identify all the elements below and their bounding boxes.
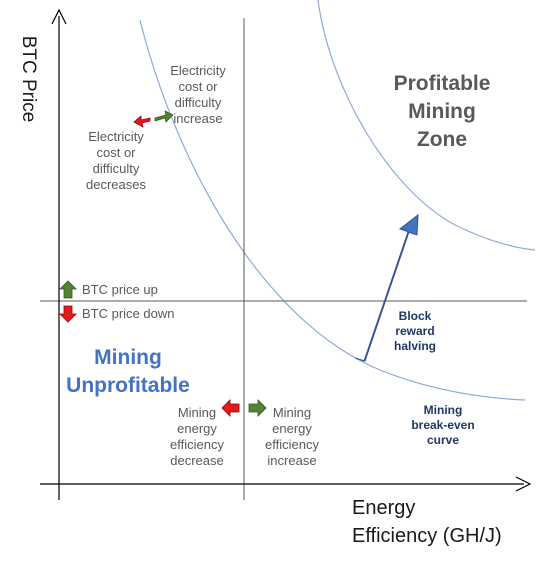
electricity-increase-arrow-icon [154,110,174,123]
break-even-curve-label: Mining break-even curve [411,403,475,447]
energy-decrease-arrow-icon [221,399,240,417]
energy-efficiency-increase-label: Mining energy efficiency increase [265,405,319,468]
btc-price-up-label: BTC price up [82,282,158,297]
electricity-decrease-label: Electricity cost or difficulty decreases [86,129,146,192]
x-axis-label-line2: Efficiency (GH/J) [352,525,502,547]
y-axis [51,8,67,500]
block-reward-arrow [354,213,419,362]
energy-efficiency-decrease-label: Mining energy efficiency decrease [170,405,224,468]
break-even-curve-lower [139,19,526,401]
profitable-zone-label: Profitable Mining Zone [393,72,491,151]
btc-price-down-label: BTC price down [82,306,175,321]
x-axis [40,476,532,492]
unprofitable-zone-label: Mining Unprofitable [66,346,190,397]
block-reward-halving-label: Block reward halving [393,309,436,353]
electricity-decrease-arrow-icon [133,115,151,128]
btc-up-arrow-icon [59,280,77,299]
energy-increase-arrow-icon [248,399,267,417]
break-even-curve-upper [317,0,536,251]
electricity-increase-label: Electricity cost or difficulty increase [170,63,226,126]
y-axis-label: BTC Price [18,35,39,123]
x-axis-label-line1: Energy [352,497,416,519]
btc-down-arrow-icon [59,305,77,323]
